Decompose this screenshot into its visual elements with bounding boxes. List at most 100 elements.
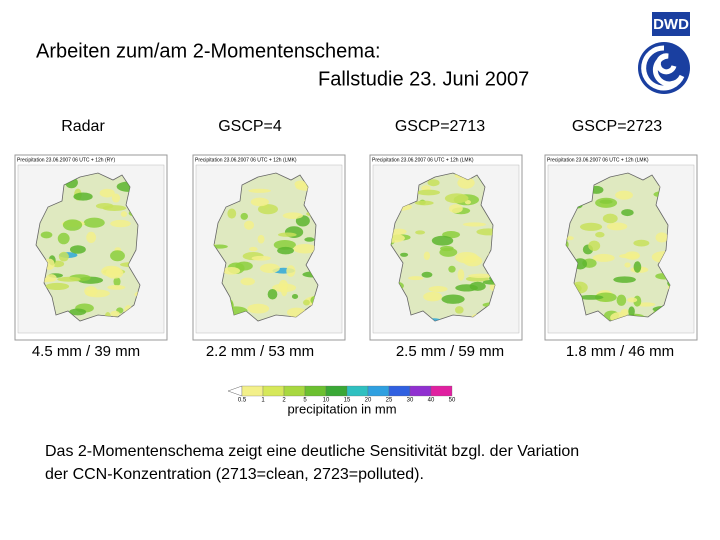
precip-cell	[428, 286, 448, 293]
precip-cell	[249, 246, 258, 252]
colorbar-cell	[367, 385, 390, 397]
precip-cell	[101, 265, 122, 277]
precip-cell	[457, 269, 465, 281]
precip-cell	[427, 179, 440, 187]
precip-cell	[291, 294, 299, 299]
logo-swirl	[641, 45, 685, 91]
precip-cell	[566, 236, 574, 241]
precip-cell	[595, 197, 618, 208]
precip-cell	[86, 231, 97, 244]
map: Precipitation 23.06.2007 06 UTC + 12h (L…	[369, 154, 523, 341]
panel-label: GSCP=2713	[395, 118, 485, 135]
precip-cell	[619, 253, 640, 259]
logo-box	[652, 12, 690, 36]
panel-caption: 2.5 mm / 59 mm	[396, 343, 504, 360]
body-text: Das 2-Momentenschema zeigt eine deutlich…	[45, 443, 579, 460]
panel-caption: 2.2 mm / 53 mm	[206, 343, 314, 360]
precip-cell	[58, 251, 69, 262]
precip-cell	[227, 208, 237, 219]
colorbar-arrow	[227, 385, 243, 397]
colorbar-cell	[241, 385, 264, 397]
precip-cell	[633, 261, 642, 273]
precip-cell	[110, 250, 125, 262]
precip-cell	[95, 202, 114, 209]
colorbar-tick: 5	[303, 398, 307, 404]
colorbar-tick: 1	[261, 398, 265, 404]
precip-cell	[222, 267, 241, 275]
precip-cell	[613, 276, 636, 283]
dwd-logo: DWD	[638, 12, 690, 94]
precip-cell	[45, 274, 57, 282]
colorbar-tick: 10	[323, 398, 330, 404]
precip-cell	[40, 231, 53, 239]
colorbar-cell	[346, 385, 369, 397]
precip-cell	[304, 237, 315, 242]
colorbar-tick: 2	[282, 398, 286, 404]
precip-cell	[455, 251, 479, 264]
precip-cell	[655, 232, 669, 243]
precip-cell	[415, 230, 426, 235]
colorbar-label: precipitation in mm	[287, 401, 396, 416]
colorbar-cell	[262, 385, 285, 397]
precip-cell	[278, 279, 288, 292]
precip-cell	[286, 265, 296, 277]
map-header: Precipitation 23.06.2007 06 UTC + 12h (L…	[372, 157, 474, 163]
colorbar-tick: 30	[407, 398, 414, 404]
precip-cell	[277, 246, 295, 255]
precip-cell	[57, 232, 70, 245]
precip-cell	[282, 212, 303, 219]
precip-cell	[414, 200, 434, 206]
precip-cell	[248, 188, 271, 193]
precip-cell	[482, 279, 495, 285]
precip-cell	[439, 247, 458, 257]
precip-cell	[244, 220, 255, 230]
precip-cell	[448, 204, 463, 214]
precip-cell	[627, 297, 638, 303]
colorbar-cell	[325, 385, 348, 397]
precip-cell	[278, 232, 297, 237]
precip-cell	[251, 255, 271, 261]
precip-cell	[273, 239, 296, 250]
map: Precipitation 23.06.2007 06 UTC + 12h (L…	[544, 154, 698, 341]
precip-cell	[417, 189, 441, 196]
precip-cell	[240, 212, 248, 220]
colorbar-tick: 25	[386, 398, 393, 404]
precip-cell	[62, 219, 83, 231]
precip-cell	[579, 222, 603, 231]
precip-cell	[111, 193, 121, 203]
precip-cell	[267, 288, 278, 300]
precip-cell	[113, 276, 121, 287]
precip-cell	[592, 253, 615, 262]
colorbar-cell	[430, 385, 453, 397]
map-header: Precipitation 23.06.2007 06 UTC + 12h (R…	[17, 157, 115, 163]
precip-cell	[615, 190, 633, 200]
precip-cell	[293, 244, 317, 254]
precip-cell	[457, 177, 475, 189]
precip-cell	[235, 261, 253, 271]
precip-cell	[83, 217, 105, 228]
precip-cell	[247, 303, 270, 314]
precip-cell	[259, 263, 280, 273]
precip-cell	[99, 188, 115, 198]
logo-text: DWD	[653, 16, 689, 33]
colorbar-tick: 0.5	[238, 398, 247, 404]
precip-cell	[441, 294, 465, 304]
precip-cell	[468, 273, 494, 278]
precip-cell	[294, 180, 307, 188]
precip-cell	[240, 277, 255, 286]
colorbar-tick: 50	[449, 398, 456, 404]
panel-caption: 1.8 mm / 46 mm	[566, 343, 674, 360]
colorbar-cell	[304, 385, 327, 397]
precip-cell	[633, 239, 650, 247]
panel-label: GSCP=4	[218, 118, 282, 135]
colorbar-cell	[283, 385, 306, 397]
precip-cell	[250, 197, 269, 207]
precip-cell	[594, 292, 617, 303]
precip-cell	[257, 234, 265, 244]
precip-cell	[421, 271, 433, 278]
precip-cell	[621, 209, 634, 217]
precip-cell	[69, 245, 86, 254]
precip-cell	[595, 231, 605, 238]
title-line: Fallstudie 23. Juni 2007	[318, 68, 529, 90]
title-line: Arbeiten zum/am 2-Momentenschema:	[36, 40, 381, 62]
